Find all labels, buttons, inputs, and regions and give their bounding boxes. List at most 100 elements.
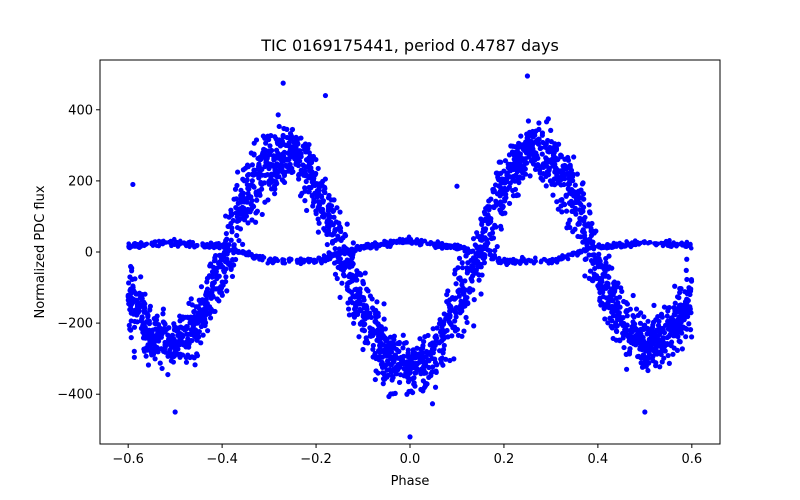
data-point [322, 176, 328, 182]
data-point [454, 183, 460, 189]
data-point [490, 189, 496, 195]
data-point [233, 247, 238, 252]
data-point [475, 261, 481, 267]
data-point [630, 292, 636, 299]
data-point [302, 198, 308, 204]
data-point [353, 272, 359, 278]
data-point [183, 359, 190, 365]
data-point [130, 283, 136, 289]
data-point [625, 240, 630, 246]
data-point [289, 169, 295, 176]
data-point [606, 253, 612, 259]
data-point [575, 233, 581, 240]
data-point [165, 336, 172, 343]
data-point [378, 361, 385, 367]
data-point [158, 334, 164, 340]
data-point [567, 224, 573, 231]
data-point [143, 353, 149, 359]
data-point [439, 355, 445, 361]
data-point [495, 174, 501, 180]
data-point [272, 191, 278, 197]
data-point [141, 348, 148, 354]
data-point [476, 277, 482, 283]
data-point [331, 214, 337, 220]
data-point [126, 280, 132, 286]
data-point [688, 242, 693, 248]
data-point [349, 254, 356, 260]
data-point [455, 265, 461, 271]
data-point [509, 166, 516, 172]
data-point [626, 351, 633, 357]
data-point [358, 272, 364, 278]
data-point [672, 283, 678, 289]
data-point [324, 241, 330, 248]
data-point [223, 274, 229, 280]
data-point [350, 261, 356, 267]
data-point [658, 311, 665, 317]
data-point [252, 219, 259, 225]
data-point [657, 364, 663, 370]
data-point [561, 181, 567, 188]
data-point [396, 379, 403, 386]
data-point [432, 384, 439, 390]
data-point [216, 286, 223, 292]
data-point [592, 265, 598, 272]
data-point [128, 334, 134, 341]
data-point [454, 326, 461, 333]
data-point [324, 231, 330, 237]
data-point [198, 340, 204, 346]
data-point [488, 235, 495, 242]
data-point [139, 314, 145, 320]
data-point [264, 155, 270, 161]
data-point [481, 260, 488, 266]
data-point [543, 183, 549, 189]
data-point [389, 368, 395, 374]
data-point [297, 158, 303, 164]
data-point [345, 259, 351, 265]
data-point [602, 316, 608, 322]
data-point [272, 167, 278, 173]
data-point [296, 176, 302, 182]
data-point [346, 312, 353, 318]
data-point [439, 323, 445, 330]
data-point [176, 332, 182, 338]
data-point [388, 362, 394, 368]
data-point [182, 327, 188, 333]
data-point [183, 354, 189, 361]
data-point [559, 197, 565, 203]
data-point [513, 153, 519, 160]
data-point [195, 312, 201, 318]
data-point [660, 335, 666, 341]
data-point [336, 236, 342, 242]
data-point [445, 288, 451, 294]
data-point [565, 157, 572, 163]
data-point [635, 353, 641, 360]
data-point [276, 168, 282, 175]
data-point [448, 321, 454, 328]
data-point [463, 253, 469, 259]
data-point [337, 223, 343, 230]
data-point [268, 161, 274, 168]
data-point [641, 323, 647, 329]
data-point [501, 258, 507, 264]
data-point [377, 339, 383, 345]
data-point [370, 346, 376, 352]
data-point [137, 295, 143, 301]
data-point [232, 186, 239, 192]
data-point [437, 242, 442, 247]
y-tick-label: −400 [57, 388, 93, 403]
data-point [596, 251, 602, 257]
data-point [682, 325, 689, 331]
data-point [483, 236, 489, 242]
data-point [159, 239, 164, 244]
data-point [624, 331, 630, 338]
data-point [345, 300, 351, 306]
data-point [440, 332, 446, 338]
data-point [410, 389, 416, 396]
data-point [248, 201, 254, 207]
data-point [627, 306, 633, 312]
data-point [315, 205, 321, 211]
data-point [254, 197, 260, 203]
data-point [483, 205, 489, 212]
data-point [369, 330, 375, 336]
